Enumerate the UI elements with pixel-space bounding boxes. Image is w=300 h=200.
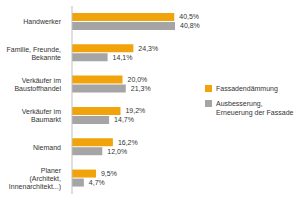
svg-text:14,1%: 14,1% (113, 54, 133, 61)
svg-text:40,5%: 40,5% (179, 13, 199, 20)
svg-text:21,3%: 21,3% (131, 85, 151, 92)
svg-text:Verkäufer im: Verkäufer im (22, 77, 61, 84)
svg-text:(Architekt,: (Architekt, (29, 175, 61, 183)
svg-text:Bekannte: Bekannte (31, 54, 61, 61)
svg-text:Handwerker: Handwerker (23, 18, 61, 25)
svg-text:4,7%: 4,7% (89, 179, 105, 186)
svg-text:Familie, Freunde,: Familie, Freunde, (8, 46, 61, 53)
svg-text:Baustoffhandel: Baustoffhandel (14, 85, 61, 92)
svg-text:12,0%: 12,0% (107, 148, 127, 155)
svg-text:20,0%: 20,0% (127, 76, 147, 83)
svg-text:Verkäufer im: Verkäufer im (22, 108, 61, 115)
svg-text:Planer: Planer (41, 167, 62, 174)
svg-text:14,7%: 14,7% (114, 116, 134, 123)
html-text:Ausbesserung, Erneuerung der F: Ausbesserung, Erneuerung der Fassade (216, 99, 294, 116)
svg-text:9,5%: 9,5% (101, 170, 117, 177)
svg-text:Innenarchitekt...): Innenarchitekt...) (9, 183, 61, 191)
svg-text:40,8%: 40,8% (180, 22, 200, 29)
svg-text:Niemand: Niemand (33, 144, 61, 151)
html-text:Fassadendämmung: Fassadendämmung (216, 84, 278, 92)
svg-text:19,2%: 19,2% (125, 107, 145, 114)
svg-text:24,3%: 24,3% (138, 45, 158, 52)
svg-text:Baumarkt: Baumarkt (31, 116, 61, 123)
svg-text:16,2%: 16,2% (118, 139, 138, 146)
